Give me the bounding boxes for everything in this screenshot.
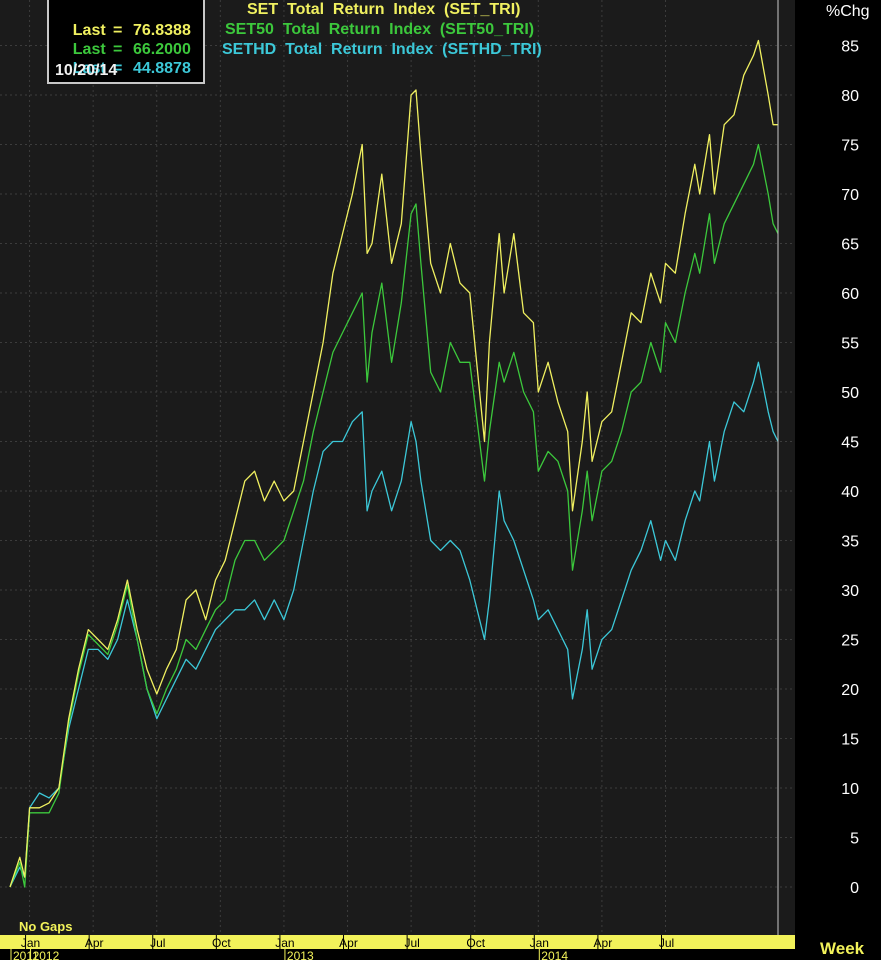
month-tick-label: Apr bbox=[85, 936, 104, 950]
last-row-set50: Last = 66.2000 bbox=[55, 23, 191, 77]
last-date: 10/20/14 bbox=[55, 62, 118, 79]
y-tick-label: 5 bbox=[850, 831, 859, 848]
year-tick-label: 2014 bbox=[541, 949, 568, 960]
y-tick-label: 70 bbox=[841, 187, 859, 204]
y-tick-label: 0 bbox=[850, 880, 859, 897]
legend-entry-set50: SET50 Total Return Index (SET50_TRI) bbox=[225, 21, 535, 38]
series-line-set50 bbox=[9, 143, 779, 888]
equals-sign: = bbox=[113, 60, 123, 77]
no-gaps-label: No Gaps bbox=[19, 919, 72, 934]
y-tick-label: 65 bbox=[841, 237, 859, 254]
y-tick-label: 85 bbox=[841, 39, 859, 56]
y-tick-label: 10 bbox=[841, 781, 859, 798]
month-band bbox=[0, 935, 795, 949]
y-tick-label: 30 bbox=[841, 583, 859, 600]
y-tick-label: 15 bbox=[841, 732, 859, 749]
y-axis: 0 5 10 15 20 25 30 35 40 45 50 55 60 65 70 75 80 85 bbox=[841, 39, 859, 898]
y-tick-label: 25 bbox=[841, 633, 859, 650]
right-axis-background bbox=[795, 0, 881, 960]
y-tick-label: 20 bbox=[841, 682, 859, 699]
legend-entry-sethd: SETHD Total Return Index (SETHD_TRI) bbox=[222, 41, 542, 58]
plot-background bbox=[0, 0, 795, 935]
month-tick-label: Jul bbox=[659, 936, 674, 950]
year-band bbox=[0, 949, 795, 960]
month-tick-label: Jul bbox=[150, 936, 165, 950]
last-values-box: Last = 76.8388 Last = 66.2000 Last = 44.8878 1… bbox=[47, 0, 205, 84]
grid-lines bbox=[0, 0, 795, 935]
y-axis-label: %Chg bbox=[826, 3, 870, 20]
equals-sign: = bbox=[113, 41, 123, 58]
last-label: Last bbox=[72, 60, 106, 77]
last-value-set: 76.8388 bbox=[133, 22, 191, 39]
series-line-set bbox=[9, 39, 778, 888]
equals-sign: = bbox=[113, 22, 123, 39]
last-value-set50: 66.2000 bbox=[133, 41, 191, 58]
legend: SET Total Return Index (SET_TRI) SET50 T… bbox=[222, 0, 542, 60]
last-value-sethd: 44.8878 bbox=[133, 60, 191, 77]
month-tick-label: Apr bbox=[339, 936, 358, 950]
y-tick-label: 40 bbox=[841, 484, 859, 501]
y-tick-label: 75 bbox=[841, 138, 859, 155]
year-tick-label: 2012 bbox=[33, 949, 60, 960]
month-tick-label: Oct bbox=[212, 936, 231, 950]
last-row-sethd: Last = 44.8878 bbox=[55, 42, 191, 96]
legend-entry-set: SET Total Return Index (SET_TRI) bbox=[247, 1, 521, 18]
month-tick-label: Oct bbox=[466, 936, 485, 950]
x-axis-label: Week bbox=[820, 939, 865, 958]
y-tick-label: 55 bbox=[841, 336, 859, 353]
month-tick-label: Jan bbox=[275, 936, 294, 950]
month-tick-label: Apr bbox=[594, 936, 613, 950]
month-tick-label: Jul bbox=[404, 936, 419, 950]
month-tick-label: Jan bbox=[21, 936, 40, 950]
y-tick-label: 50 bbox=[841, 385, 859, 402]
year-tick-label: 2013 bbox=[287, 949, 314, 960]
y-tick-label: 45 bbox=[841, 435, 859, 452]
last-row-set: Last = 76.8388 bbox=[55, 4, 191, 58]
y-tick-label: 35 bbox=[841, 534, 859, 551]
y-tick-label: 60 bbox=[841, 286, 859, 303]
y-tick-label: 80 bbox=[841, 88, 859, 105]
month-tick-label: Jan bbox=[530, 936, 549, 950]
series-layer bbox=[9, 39, 779, 888]
last-label: Last bbox=[72, 22, 106, 39]
last-label: Last bbox=[72, 41, 106, 58]
year-tick-label: 2011 bbox=[13, 949, 39, 960]
x-axis: Jan Apr Jul Oct Jan Apr Jul Oct Jan Apr Jul2011201… bbox=[10, 935, 674, 960]
